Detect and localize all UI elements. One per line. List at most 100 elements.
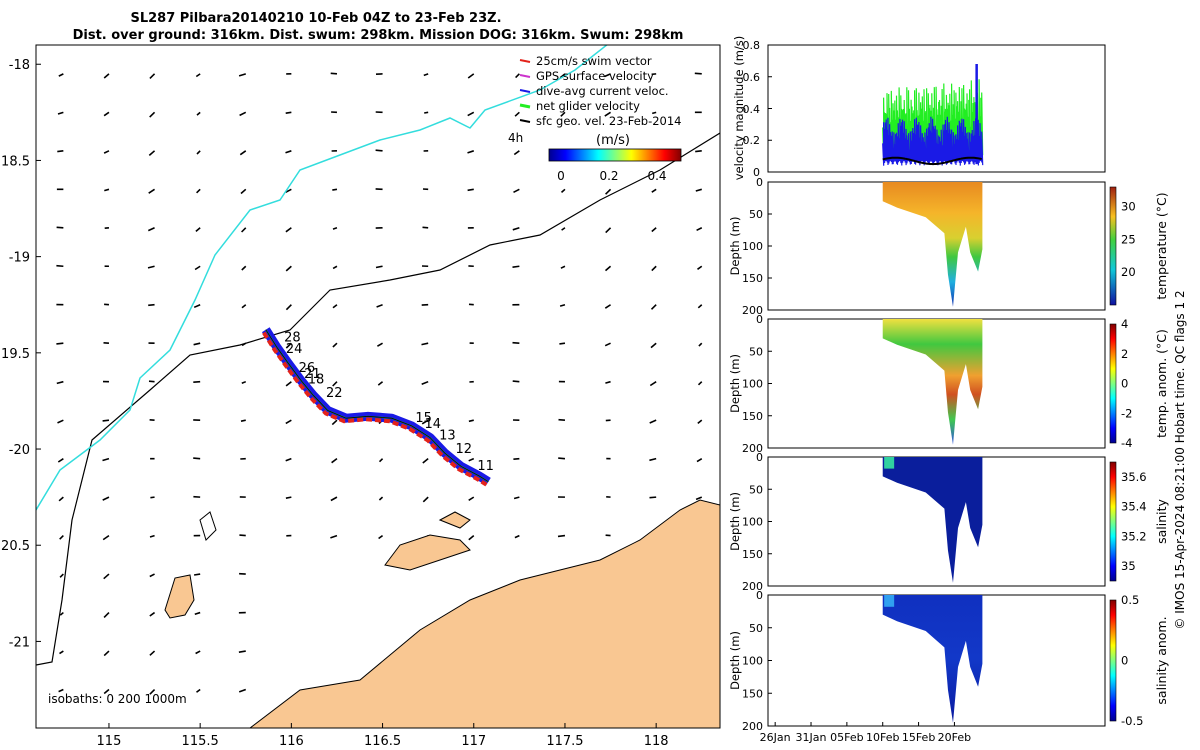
surface-vector (513, 188, 520, 194)
section-colorbar (1109, 186, 1117, 306)
surface-vector (424, 111, 429, 114)
section-ytick-label: 100 (742, 655, 763, 668)
section-colorbar (1109, 461, 1117, 582)
surface-vector (421, 419, 429, 425)
surface-vector (102, 419, 110, 422)
surface-vector (149, 111, 156, 118)
surface-vector (378, 534, 384, 540)
surface-vector (103, 73, 110, 79)
day-label: 24 (286, 342, 303, 357)
surface-vector (467, 188, 474, 192)
surface-vector (194, 611, 201, 616)
surface-vector (376, 303, 383, 308)
surface-vector (194, 265, 201, 271)
surface-vector (58, 73, 64, 77)
swim-vector-track (262, 331, 488, 487)
footer-credit: © IMOS 15-Apr-2024 08:21:00 Hobart time.… (1173, 290, 1187, 629)
section-ytick-label: 0 (756, 589, 763, 602)
surface-vector (651, 111, 657, 115)
map-xtick-label: 115 (97, 734, 122, 749)
day-label: 15 (415, 411, 432, 426)
surface-vector (697, 381, 703, 386)
section-ytick-label: 50 (749, 345, 763, 358)
section-field (882, 595, 983, 723)
map-xtick-label: 117.5 (546, 734, 583, 749)
surface-vector (195, 73, 201, 78)
isobath-1000m (36, 45, 608, 511)
surface-vector (649, 457, 657, 462)
surface-vector (149, 73, 156, 79)
vel-ytick-0.4: 0.4 (743, 103, 761, 116)
map-legend: 25cm/s swim vector GPS surface velocity … (508, 54, 682, 183)
vel-ylabel: velocity magnitude (m/s) (732, 36, 746, 181)
section-field (882, 457, 983, 583)
map-ytick-label: 20.5 (1, 539, 30, 554)
surface-vector (238, 73, 246, 77)
legend-swatch-swim (519, 59, 531, 63)
surface-vector (375, 265, 383, 269)
surface-vector (512, 341, 520, 345)
surface-vector (57, 111, 64, 115)
day-label: 11 (477, 459, 494, 474)
legend-swatch-gps (519, 74, 531, 78)
surface-vector (147, 227, 155, 232)
day-label: 26 (299, 361, 316, 376)
surface-vector (604, 304, 612, 309)
colorbar-tick-label: 4 (1121, 317, 1128, 331)
day-label: 28 (284, 330, 301, 345)
day-label: 18 (308, 373, 325, 388)
surface-vector (103, 650, 110, 657)
surface-vector (651, 188, 657, 193)
surface-vector (149, 688, 156, 695)
colorbar-tick-2: 0.4 (647, 169, 666, 183)
surface-vector (56, 264, 64, 268)
title-line-1: SL287 Pilbara20140210 10-Feb 04Z to 23-F… (130, 11, 501, 26)
section-ytick-label: 200 (742, 720, 763, 733)
surface-vector (560, 188, 566, 193)
surface-vector (697, 304, 703, 309)
temperature-anomaly-section: 0 50 100 150 200 Depth (m) 4 2 0 -2 -4 temp. anom. … (728, 313, 1169, 455)
surface-vector (59, 650, 64, 655)
colorbar-tick-label: 35.6 (1121, 470, 1147, 484)
surface-vector (698, 342, 703, 347)
surface-vector (59, 535, 64, 540)
surface-vector (285, 304, 292, 311)
section-ytick-label: 150 (742, 410, 763, 423)
surface-vector (56, 380, 64, 385)
surface-vector (103, 688, 110, 695)
colorbar-tick-label: 30 (1121, 200, 1136, 214)
surface-vector (559, 303, 566, 307)
salinity-section: 0 50 100 150 200 Depth (m) 35.6 35.4 35.2 35 salin… (728, 451, 1169, 593)
island-small-1 (438, 511, 471, 529)
section-colorbar (1109, 599, 1117, 722)
legend-dive: dive-avg current veloc. (536, 84, 669, 98)
section-ytick-label: 100 (742, 240, 763, 253)
section-colorbar (1109, 323, 1117, 444)
surface-vector (285, 457, 292, 462)
surface-vector (240, 419, 246, 422)
surface-vector (241, 304, 247, 309)
time-tick-label: 20Feb (938, 731, 971, 744)
section-ytick-label: 150 (742, 687, 763, 700)
surface-vector (514, 111, 520, 117)
surface-vector (650, 304, 657, 310)
section-ylabel: Depth (m) (728, 217, 742, 276)
colorbar-tick-1: 0.2 (599, 169, 618, 183)
surface-vector (147, 265, 155, 269)
section-ytick-label: 100 (742, 516, 763, 529)
surface-vector (241, 265, 247, 271)
surface-vector (196, 111, 201, 116)
colorbar-tick-label: 35.2 (1121, 529, 1147, 543)
surface-vector (56, 342, 64, 345)
barrow-island (164, 574, 195, 619)
surface-vector (330, 72, 338, 75)
salinity-anomaly-section: 0 50 100 150 200 Depth (m) 0.5 0 -0.5 salinity an… (728, 589, 1169, 733)
section-ytick-label: 100 (742, 378, 763, 391)
colorbar-tick-label: 0 (1121, 654, 1128, 668)
surface-vector (148, 303, 155, 307)
surface-vector (512, 265, 520, 268)
day-label: 14 (425, 417, 442, 432)
surface-vector (605, 380, 611, 384)
surface-vector (57, 150, 64, 153)
surface-vector (422, 458, 429, 464)
